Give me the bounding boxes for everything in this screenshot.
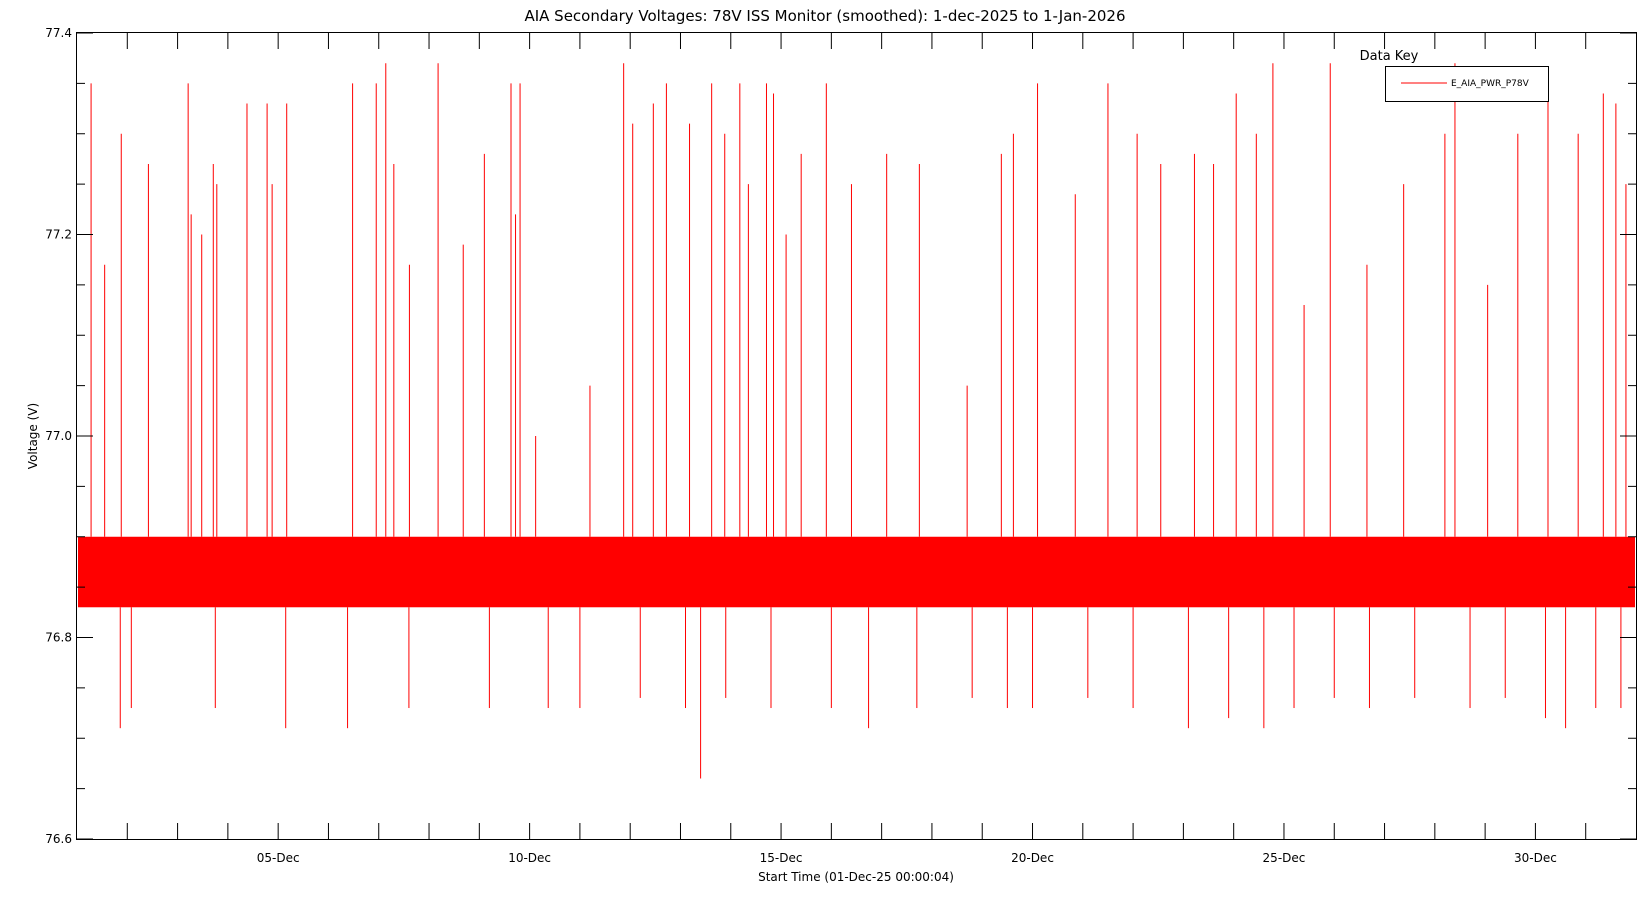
x-tick-label: 15-Dec	[760, 851, 803, 865]
x-tick-label: 20-Dec	[1011, 851, 1054, 865]
x-axis-label: Start Time (01-Dec-25 00:00:04)	[758, 870, 954, 884]
x-tick-label: 25-Dec	[1263, 851, 1306, 865]
axes: 76.6 76.8 77.0 77.2 77.4 05-Dec 10-Dec 15-Dec 20…	[45, 26, 1636, 865]
series-noise-band	[78, 536, 1635, 608]
legend: Data Key E_AIA_PWR_P78V	[1360, 49, 1549, 102]
y-tick-label: 77.4	[45, 26, 72, 40]
x-tick-label: 10-Dec	[508, 851, 551, 865]
plot-frame	[76, 32, 1637, 840]
legend-box	[1385, 66, 1549, 102]
x-tick-label: 05-Dec	[257, 851, 300, 865]
plot-area	[78, 63, 1635, 779]
y-tick-label: 77.0	[45, 429, 72, 443]
y-tick-label: 76.8	[45, 631, 72, 645]
y-tick-label: 77.2	[45, 228, 72, 242]
x-tick-label: 30-Dec	[1514, 851, 1557, 865]
y-axis-label: Voltage (V)	[26, 403, 40, 469]
legend-title: Data Key	[1360, 49, 1419, 64]
y-tick-label: 76.6	[45, 832, 72, 846]
chart-title: AIA Secondary Voltages: 78V ISS Monitor …	[524, 7, 1125, 25]
legend-series-name: E_AIA_PWR_P78V	[1451, 79, 1530, 89]
